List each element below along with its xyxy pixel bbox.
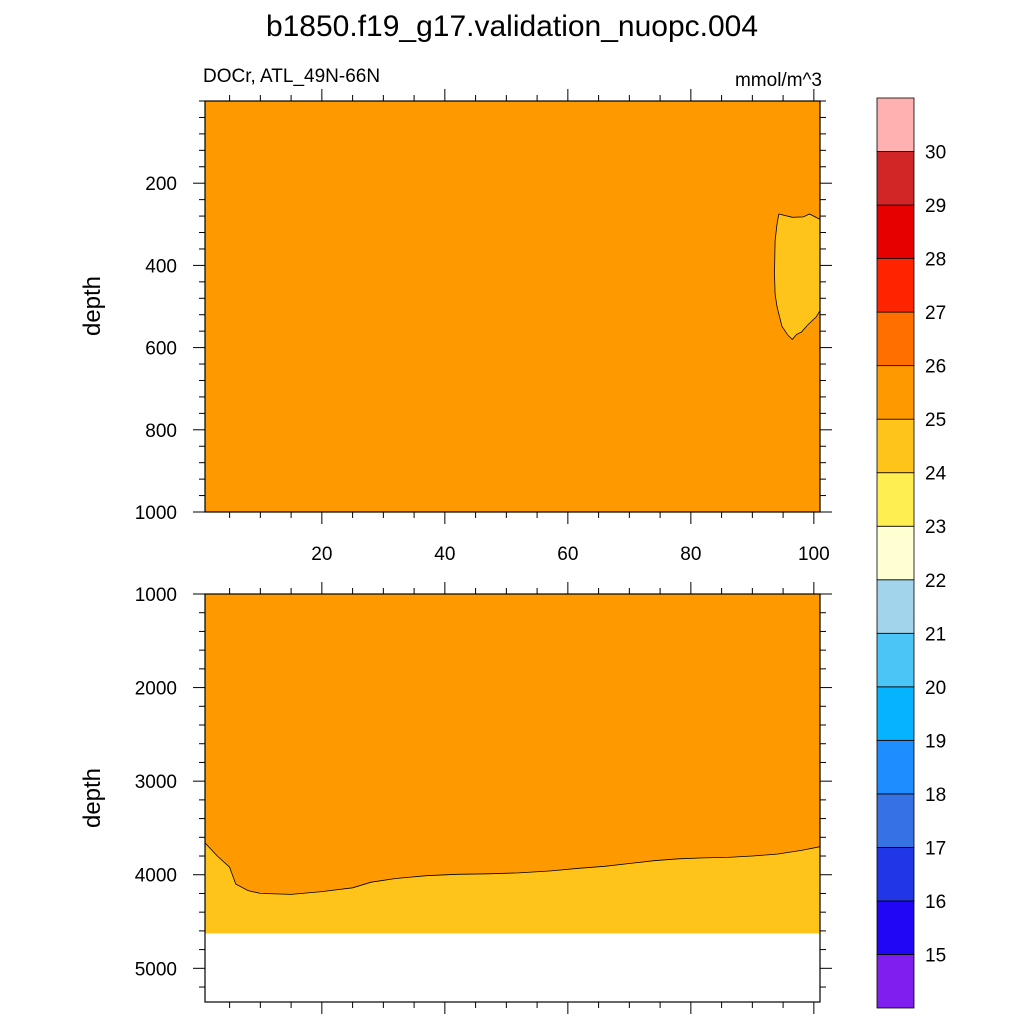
colorbar-swatch [876, 204, 915, 259]
colorbar-swatch [876, 97, 915, 152]
y-tick-label: 4000 [135, 866, 177, 887]
colorbar: 15 16 17 18 19 20 21 22 23 24 25 26 27 28 29 30 [876, 97, 947, 1009]
y-tick-label: 200 [145, 174, 177, 195]
x-tick-label: 80 [680, 544, 701, 565]
y-axis-label: depth [79, 276, 106, 336]
colorbar-label: 28 [925, 250, 946, 271]
y-tick-label: 400 [145, 256, 177, 277]
colorbar-label: 20 [925, 678, 946, 699]
x-tick-label: 100 [798, 544, 830, 565]
colorbar-swatch [876, 525, 915, 581]
contour-fill-24-25 [205, 842, 820, 934]
y-tick-label: 3000 [135, 772, 177, 793]
colorbar-swatch [876, 954, 915, 1009]
colorbar-swatch [876, 847, 915, 902]
colorbar-label: 18 [925, 785, 946, 806]
y-axis-label: depth [79, 768, 106, 828]
colorbar-swatch [876, 632, 915, 688]
colorbar-label: 27 [925, 303, 946, 324]
colorbar-label: 26 [925, 357, 946, 378]
colorbar-swatch [876, 579, 915, 634]
colorbar-label: 21 [925, 624, 946, 645]
y-tick-label: 600 [145, 339, 177, 360]
contour-line [774, 213, 821, 340]
y-tick-label: 1000 [135, 503, 177, 524]
chart-subtitle-left: DOCr, ATL_49N-66N [203, 66, 380, 87]
colorbar-label: 30 [925, 143, 946, 164]
contour-fill-24-25 [774, 214, 820, 340]
x-tick-label: 60 [557, 544, 578, 565]
colorbar-swatch [876, 900, 915, 955]
colorbar-label: 29 [925, 196, 946, 217]
plot-frame [204, 593, 821, 1003]
colorbar-swatch [876, 686, 915, 741]
colorbar-label: 23 [925, 517, 946, 538]
colorbar-swatch [876, 418, 915, 474]
y-tick-label: 5000 [135, 959, 177, 980]
chart-units: mmol/m^3 [735, 70, 822, 91]
colorbar-swatch [876, 739, 915, 795]
colorbar-label: 19 [925, 731, 946, 752]
x-tick-label: 40 [434, 544, 455, 565]
contour-line [204, 842, 821, 895]
colorbar-swatch [876, 151, 915, 206]
y-tick-label: 2000 [135, 679, 177, 700]
colorbar-label: 17 [925, 838, 946, 859]
colorbar-label: 24 [925, 464, 947, 485]
contour-fill-25-26 [205, 101, 820, 512]
colorbar-label: 16 [925, 892, 946, 913]
chart-title: b1850.f19_g17.validation_nuopc.004 [266, 10, 758, 43]
colorbar-label: 15 [925, 946, 946, 967]
colorbar-label: 22 [925, 571, 946, 592]
y-tick-label: 800 [145, 421, 177, 442]
y-tick-label: 1000 [135, 585, 177, 606]
x-tick-label: 20 [311, 544, 332, 565]
colorbar-swatch [876, 258, 915, 313]
colorbar-swatch [876, 472, 915, 527]
plot-frame [204, 100, 821, 513]
lower-panel: 1000 2000 3000 4000 5000 depth [79, 582, 832, 1014]
colorbar-swatch [876, 311, 915, 367]
colorbar-swatch [876, 365, 915, 420]
colorbar-swatch [876, 793, 915, 848]
colorbar-label: 25 [925, 410, 946, 431]
upper-panel: 20 40 60 80 100 200 400 600 800 1000 depth [79, 89, 832, 565]
